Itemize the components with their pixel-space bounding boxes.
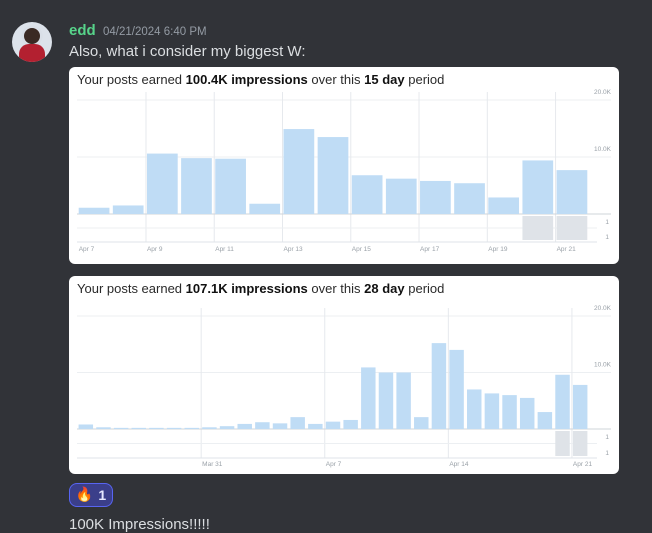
y-tick-label: 10.0K xyxy=(594,146,612,153)
chart-bar xyxy=(385,178,417,214)
fire-reaction-button[interactable]: 🔥 1 xyxy=(69,483,113,507)
card-title-middle: over this xyxy=(307,281,365,296)
chart-bar xyxy=(290,417,305,429)
chart-bar xyxy=(78,424,94,429)
y-tick-label: 20.0K xyxy=(594,305,612,312)
chart-bar xyxy=(431,343,447,429)
y-tick-label: 20.0K xyxy=(594,89,612,96)
chart-bar xyxy=(166,427,182,429)
chart-bar xyxy=(361,367,376,429)
chart-bar xyxy=(484,393,500,429)
message-timestamp: 04/21/2024 6:40 PM xyxy=(103,26,207,38)
card-title: Your posts earned 100.4K impressions ove… xyxy=(77,72,444,87)
chart-bar xyxy=(488,197,520,214)
card-title-prefix: Your posts earned xyxy=(77,281,186,296)
chart-bar xyxy=(502,395,517,429)
chart-bar xyxy=(181,158,212,214)
x-tick-label: Apr 17 xyxy=(420,246,440,253)
chart-bar xyxy=(467,389,482,429)
chart-bar xyxy=(96,427,111,429)
chart-bar xyxy=(449,349,464,429)
chart-bar xyxy=(325,421,341,429)
card-title-middle: over this xyxy=(307,72,365,87)
lower-chart-bar xyxy=(572,431,588,456)
chart-bar xyxy=(572,384,588,429)
chart-bar xyxy=(555,374,570,429)
lower-tick-label: 1 xyxy=(605,450,609,457)
x-tick-label: Apr 21 xyxy=(573,461,593,468)
lower-tick-label: 1 xyxy=(605,434,609,441)
chart-bar xyxy=(556,170,588,214)
chart-bar xyxy=(396,372,411,429)
next-message-text: 100K Impressions!!!!! xyxy=(69,516,210,533)
impressions-chart-15-day: 20.0K 10.0K 1 1 Apr 7 Apr 9 Apr 11 Apr 13 Apr 15… xyxy=(77,89,612,253)
chart-bar xyxy=(184,427,199,429)
chart-bar xyxy=(283,129,315,214)
chart-bar xyxy=(219,426,235,429)
card-title-impressions: 107.1K impressions xyxy=(185,281,308,296)
card-title-suffix: period xyxy=(404,281,445,296)
avatar-figure-head xyxy=(24,28,40,44)
lower-tick-label: 1 xyxy=(605,234,609,241)
chart-bar xyxy=(215,158,246,214)
chart-bar xyxy=(308,423,323,429)
chart-bar xyxy=(454,183,485,214)
chart-bar xyxy=(237,423,252,429)
card-title-impressions: 100.4K impressions xyxy=(185,72,308,87)
chart-bar xyxy=(537,412,553,429)
chart-bar xyxy=(131,427,147,429)
x-tick-label: Apr 21 xyxy=(557,246,577,253)
x-tick-label: Apr 11 xyxy=(215,246,234,253)
x-tick-label: Apr 19 xyxy=(488,246,508,253)
impressions-chart-28-day: 20.0K 10.0K 1 1 Mar 31 Apr 7 Apr 14 Apr 21 xyxy=(77,305,612,468)
x-tick-label: Apr 9 xyxy=(147,246,163,253)
lower-chart-bar xyxy=(522,216,554,240)
chart-bar xyxy=(112,205,144,214)
reaction-count: 1 xyxy=(98,487,107,503)
card-title-prefix: Your posts earned xyxy=(77,72,186,87)
chart-bar xyxy=(113,427,129,429)
x-tick-label: Mar 31 xyxy=(202,461,223,468)
card-title-period: 15 day xyxy=(364,72,405,87)
x-tick-label: Apr 7 xyxy=(79,246,95,253)
y-tick-label: 10.0K xyxy=(594,362,612,369)
chart-bar xyxy=(420,180,451,214)
fire-emoji-icon: 🔥 xyxy=(75,487,94,503)
x-tick-label: Apr 13 xyxy=(284,246,304,253)
chart-bar xyxy=(522,160,554,214)
chart-bar xyxy=(78,207,110,214)
chart-bar xyxy=(149,427,164,429)
x-tick-label: Apr 15 xyxy=(352,246,372,253)
chart-bar xyxy=(414,417,429,429)
chart-bar xyxy=(317,137,349,214)
impressions-card-2[interactable]: Your posts earned 107.1K impressions ove… xyxy=(69,276,619,474)
message-author[interactable]: edd xyxy=(69,22,96,39)
chart-bar xyxy=(202,427,217,429)
chart-bar xyxy=(378,372,394,429)
message-text: Also, what i consider my biggest W: xyxy=(69,43,306,60)
card-title-suffix: period xyxy=(404,72,445,87)
impressions-card-1[interactable]: Your posts earned 100.4K impressions ove… xyxy=(69,67,619,264)
x-tick-label: Apr 7 xyxy=(326,461,342,468)
avatar-figure-body xyxy=(19,44,45,62)
lower-chart-bar xyxy=(556,216,588,240)
user-avatar[interactable] xyxy=(12,22,52,62)
lower-tick-label: 1 xyxy=(605,219,609,226)
chart-bar xyxy=(249,203,281,214)
card-title: Your posts earned 107.1K impressions ove… xyxy=(77,281,444,296)
lower-chart-bar xyxy=(555,431,570,456)
chart-bar xyxy=(272,423,288,429)
chart-bar xyxy=(519,397,535,429)
chart-bar xyxy=(255,422,270,429)
x-tick-label: Apr 14 xyxy=(449,461,469,468)
chart-bar xyxy=(343,419,358,429)
card-title-period: 28 day xyxy=(364,281,405,296)
chart-bar xyxy=(146,153,178,214)
chart-bar xyxy=(351,175,383,214)
